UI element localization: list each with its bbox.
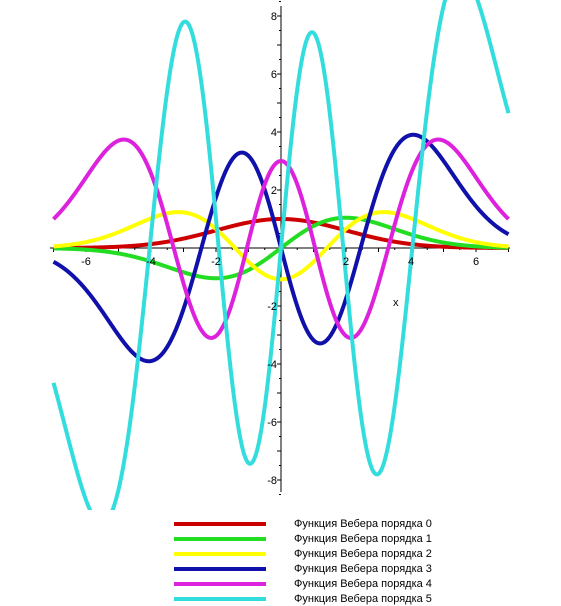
legend-label-2: Функция Вебера порядка 2 bbox=[294, 547, 432, 560]
legend-swatch-4 bbox=[174, 581, 266, 586]
y-tick-label: -8 bbox=[267, 475, 277, 487]
legend-swatch-2 bbox=[174, 551, 266, 556]
y-tick-label: 2 bbox=[271, 185, 277, 197]
legend-entry-5: Функция Вебера порядка 5 bbox=[170, 591, 470, 606]
x-tick-label: -2 bbox=[211, 256, 221, 268]
y-tick-label: 6 bbox=[271, 69, 277, 81]
legend-swatch-5 bbox=[174, 596, 266, 601]
y-tick-label: -6 bbox=[267, 417, 277, 429]
curves bbox=[51, 0, 511, 510]
series-line-order-2 bbox=[52, 210, 510, 282]
y-tick-label: -2 bbox=[267, 301, 277, 313]
legend-entry-3: Функция Вебера порядка 3 bbox=[170, 561, 470, 576]
legend-swatch-0 bbox=[174, 521, 266, 526]
x-tick-label: 4 bbox=[408, 256, 414, 268]
legend-entry-4: Функция Вебера порядка 4 bbox=[170, 576, 470, 591]
y-tick-label: -4 bbox=[267, 359, 277, 371]
legend-entry-0: Функция Вебера порядка 0 bbox=[170, 516, 470, 531]
legend-label-4: Функция Вебера порядка 4 bbox=[294, 577, 432, 590]
legend-label-0: Функция Вебера порядка 0 bbox=[294, 517, 432, 530]
legend-label-5: Функция Вебера порядка 5 bbox=[294, 592, 432, 605]
legend-swatch-1 bbox=[174, 536, 266, 541]
y-tick-label: 8 bbox=[271, 11, 277, 23]
tick-labels: -6 -4 -2 2 4 6 -8 -6 -4 -2 2 4 6 8 bbox=[81, 11, 479, 487]
x-tick-label: 6 bbox=[473, 256, 479, 268]
series-line-order-0 bbox=[52, 217, 510, 250]
y-tick-label: 4 bbox=[271, 127, 277, 139]
plot-area: -6 -4 -2 2 4 6 -8 -6 -4 -2 2 4 6 8 x bbox=[50, 0, 511, 510]
x-tick-label: -4 bbox=[146, 256, 156, 268]
x-tick-label: -6 bbox=[81, 256, 91, 268]
x-axis-label: x bbox=[393, 297, 399, 309]
legend-swatch-3 bbox=[174, 566, 266, 571]
x-tick-label: 2 bbox=[343, 256, 349, 268]
series-line-order-4 bbox=[52, 137, 510, 340]
legend: Функция Вебера порядка 0 Функция Вебера … bbox=[170, 516, 470, 606]
series-line-order-5 bbox=[51, 0, 511, 510]
legend-label-1: Функция Вебера порядка 1 bbox=[294, 532, 432, 545]
legend-entry-1: Функция Вебера порядка 1 bbox=[170, 531, 470, 546]
legend-label-3: Функция Вебера порядка 3 bbox=[294, 562, 432, 575]
legend-entry-2: Функция Вебера порядка 2 bbox=[170, 546, 470, 561]
